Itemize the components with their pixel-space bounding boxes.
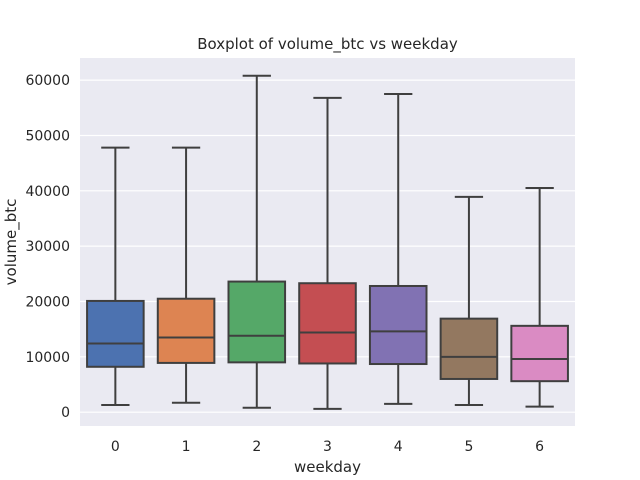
y-tick-label: 30000 [25,239,70,255]
x-tick-label: 0 [111,439,120,455]
y-tick-label: 0 [61,405,70,421]
y-tick-label: 60000 [25,73,70,89]
y-axis-label: volume_btc [2,199,21,286]
iqr-box [439,317,499,380]
iqr-box [510,324,569,383]
box-3 [298,96,357,410]
y-tick-label: 50000 [25,128,70,144]
y-tick-label: 20000 [25,294,70,310]
boxes [86,74,569,410]
box-4 [368,92,428,405]
x-tick-label: 1 [182,439,191,455]
x-tick-labels: 0 1 2 3 4 5 6 [111,439,544,455]
iqr-box [298,282,357,365]
y-tick-label: 40000 [25,184,70,200]
box-6 [510,187,569,408]
y-tick-label: 10000 [25,350,70,366]
x-tick-label: 2 [252,439,261,455]
chart-title: Boxplot of volume_btc vs weekday [197,35,458,54]
iqr-box [227,280,287,364]
box-0 [86,146,145,406]
iqr-box [156,297,216,364]
x-tick-label: 3 [323,439,332,455]
iqr-box [86,299,145,368]
box-1 [156,146,216,404]
box-5 [439,195,499,406]
x-axis-label: weekday [294,458,361,476]
iqr-box [368,284,428,366]
x-tick-label: 5 [464,439,473,455]
y-tick-labels: 0 10000 20000 30000 40000 50000 60000 [25,73,70,421]
x-tick-label: 6 [535,439,544,455]
x-tick-label: 4 [394,439,403,455]
box-2 [227,74,287,409]
